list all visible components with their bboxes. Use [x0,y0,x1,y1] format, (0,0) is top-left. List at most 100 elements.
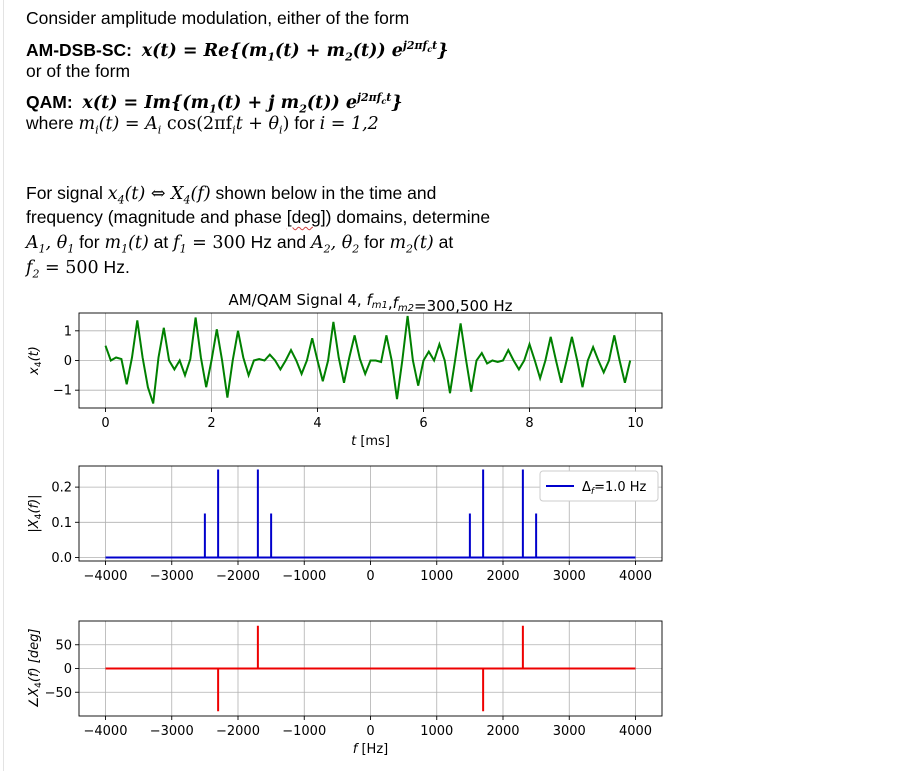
math-sub: i [232,123,236,137]
y-axis-label-sub: 4 [34,361,44,367]
y-tick-label: 0.0 [51,551,72,566]
y-axis-label-part: (t) [27,346,42,361]
eq-part: (t) + j m [216,92,300,113]
deg-text: [deg] [286,207,326,227]
eq-lhs: x(t) = [141,40,204,61]
x-axis-label-unit: [ms] [356,434,390,449]
intro-text: Consider amplitude modulation, either of… [26,8,410,28]
x-tick-label: 8 [525,416,533,431]
eq-part: } [391,92,403,113]
page-left-border [3,0,4,771]
eq-part: {(m [229,40,268,61]
x-tick-label: 4000 [619,569,652,584]
math: x [107,184,118,204]
x-tick-label: −3000 [150,724,194,739]
math: cos(2πf [161,114,233,134]
x-tick-label: 4 [313,416,321,431]
y-tick-label: 1 [64,324,72,339]
y-axis-label-part: (f)| [27,494,42,513]
math: ) [282,114,290,134]
x-tick-label: −3000 [150,569,194,584]
math: A [310,233,324,253]
x-tick-label: −1000 [282,569,326,584]
problem-line-3: A1, θ1 for m1(t) at f1 = 300 Hz and A2, … [26,230,453,262]
problem-line-1: For signal x4(t) ⇔ X4(f) shown below in … [26,181,436,213]
legend-sub: f [591,487,596,497]
math: m [389,233,407,253]
x-tick-label: 1000 [420,569,453,584]
y-tick-label: 0 [64,662,72,677]
eq-part: (t)) e [306,92,357,113]
math: A [26,233,39,253]
text: frequency (magnitude and phase [26,207,287,227]
math-sub: 1 [121,242,129,256]
math: (t) = A [98,114,158,134]
eq-part: {(m [171,92,210,113]
legend-delta: Δ [582,480,591,495]
math-sub: 1 [38,242,46,256]
chart-title: AM/QAM Signal 4, fm1,fm2=300,500 Hz [228,291,512,315]
x-tick-label: 0 [366,724,374,739]
or-text: or of the form [26,61,131,81]
x-tick-label: −1000 [282,724,326,739]
title-text: , [388,294,393,312]
x-tick-label: 2 [207,416,215,431]
math: m [78,114,96,134]
y-axis-label: ∠X4(f) [deg] [27,629,44,709]
legend-label: Δf=1.0 Hz [582,480,647,497]
am-dsb-sc-label: AM-DSB-SC: [26,39,132,60]
math: m [104,233,122,253]
math: f [173,233,180,253]
x-tick-label: 2000 [486,724,519,739]
y-tick-label: 50 [55,638,72,653]
am-dsb-sc-equation: AM-DSB-SC: x(t) = Re{(m1(t) + m2(t)) ej2… [26,33,449,69]
y-axis-label-sub: 4 [34,513,44,519]
eq-lhs: x(t) = [82,92,145,113]
text: For signal [26,183,108,203]
x-axis-label-var: f [353,742,360,757]
text: ) domains, determine [325,207,491,227]
x-tick-label: 6 [419,416,427,431]
math-sub: 2 [406,242,414,256]
y-tick-label: −1 [53,384,72,399]
x-tick-label: 4000 [619,724,652,739]
text: for [74,232,105,252]
y-axis-label-part: ∠X [27,687,42,709]
eq-im: Im [144,92,172,113]
eq-sub: 2 [299,102,307,116]
problem-line-2: frequency (magnitude and phase [deg]) do… [26,205,490,230]
eq-sub: 2 [345,50,353,64]
eq-part: (t) + m [275,40,346,61]
x-tick-label: −4000 [84,724,128,739]
text: Hz. [98,257,130,277]
title-sub: m1 [372,300,388,311]
math-sub: 2 [32,267,40,281]
math-sub: i [95,123,99,137]
y-axis-label-part: |X [27,518,42,532]
y-tick-label: 0.1 [51,516,72,531]
text: at [433,232,454,252]
qam-equation: QAM: x(t) = Im{(m1(t) + j m2(t)) ej2πfct… [26,85,403,121]
math-sub: 4 [183,193,191,207]
eq-exp-sub: c [381,96,387,107]
eq-re: Re [203,40,230,61]
math-sub: 2 [323,242,331,256]
signal-line [104,315,632,404]
legend-value: =1.0 Hz [594,480,646,495]
or-line: or of the form [26,59,130,84]
title-var: f [366,291,374,309]
y-axis-label-sub: 4 [34,682,44,688]
eq-exp: t [386,91,392,104]
y-axis-label: x4(t) [27,346,44,376]
math: = 500 [39,258,99,278]
x-tick-label: 3000 [553,724,586,739]
math: , θ [330,233,353,253]
math: (t) [413,233,434,253]
eq-part: (t)) e [352,40,403,61]
x-tick-label: 2000 [486,569,519,584]
math-sub: i [157,123,162,137]
math-sub: 2 [352,242,360,256]
text: Hz and [245,232,311,252]
x-axis-label-unit: [Hz] [357,742,388,757]
